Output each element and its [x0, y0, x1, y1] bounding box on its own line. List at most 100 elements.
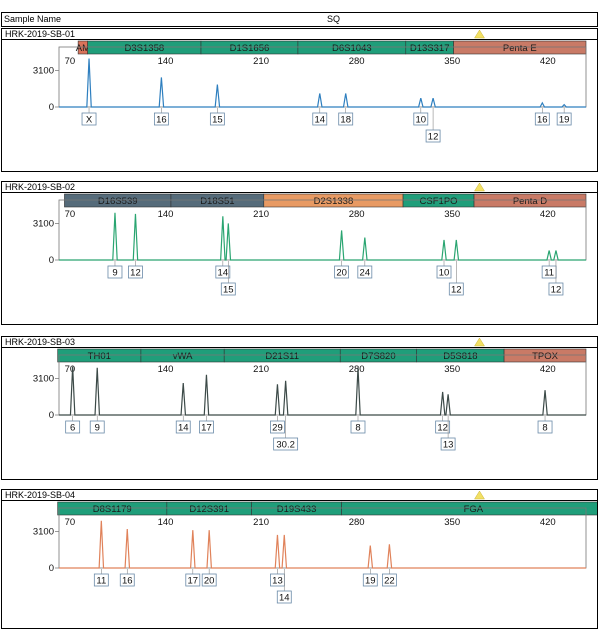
allele-box	[556, 112, 572, 126]
allele-label: 11	[96, 576, 106, 587]
allele-label: 15	[223, 285, 234, 296]
plot-frame	[58, 199, 587, 261]
y-tick-label: 0	[49, 102, 54, 113]
allele-label: 30.2	[276, 440, 295, 451]
allele-box	[357, 265, 373, 279]
sample-name-label: Sample Name	[4, 14, 62, 24]
allele-label: 14	[314, 115, 325, 126]
allele-label: 8	[355, 423, 360, 434]
locus-label: D7S820	[361, 351, 395, 362]
allele-label: 24	[360, 268, 371, 279]
ladder-triangle-icon	[474, 490, 485, 500]
allele-label: 14	[279, 593, 290, 604]
allele-box	[425, 129, 441, 143]
x-tick-label: 280	[349, 56, 365, 67]
x-tick-label: 70	[65, 364, 76, 375]
x-tick-label: 210	[253, 209, 269, 220]
allele-box	[436, 265, 452, 279]
x-tick-label: 420	[540, 209, 556, 220]
allele-box	[312, 112, 328, 126]
allele-label: 14	[218, 268, 229, 279]
y-tick-label: 3100	[33, 526, 54, 537]
locus-label: D6S1043	[332, 43, 372, 54]
allele-label: 14	[178, 423, 189, 434]
allele-label: 12	[428, 132, 439, 143]
allele-box	[534, 112, 550, 126]
allele-label: 17	[188, 576, 199, 587]
allele-label: 9	[95, 423, 100, 434]
locus-label: Penta E	[503, 43, 537, 54]
allele-box	[175, 420, 191, 434]
sample-title: HRK-2019-SB-02	[2, 182, 597, 193]
ladder-triangle-icon	[474, 337, 485, 347]
x-tick-label: 420	[540, 364, 556, 375]
locus-label: D1S1656	[230, 43, 270, 54]
sample-title: HRK-2019-SB-04	[2, 490, 597, 501]
locus-label: D3S1358	[125, 43, 165, 54]
locus-label: TPOX	[532, 351, 559, 362]
x-tick-label: 140	[158, 517, 174, 528]
locus-label: D12S391	[189, 504, 229, 515]
trace-line	[59, 366, 586, 416]
x-tick-label: 420	[540, 517, 556, 528]
locus-label: Penta D	[513, 196, 547, 207]
allele-box	[334, 265, 350, 279]
allele-box	[435, 420, 451, 434]
x-tick-label: 70	[65, 517, 76, 528]
locus-label: vWA	[173, 351, 193, 362]
x-tick-label: 350	[444, 209, 460, 220]
locus-label: D16S539	[98, 196, 138, 207]
plot-frame	[58, 46, 587, 108]
allele-box	[270, 420, 285, 434]
sample-header: Sample Name SQ	[1, 12, 598, 27]
allele-label: 10	[416, 115, 427, 126]
allele-label: 8	[542, 423, 547, 434]
allele-label: 12	[437, 423, 448, 434]
x-tick-label: 210	[253, 517, 269, 528]
x-tick-label: 350	[444, 517, 460, 528]
allele-label: 13	[443, 440, 454, 451]
sample-title: HRK-2019-SB-03	[2, 337, 597, 348]
allele-label: 10	[439, 268, 450, 279]
x-tick-label: 140	[158, 209, 174, 220]
allele-box	[89, 420, 105, 434]
allele-label: 6	[70, 423, 75, 434]
x-tick-label: 350	[444, 56, 460, 67]
y-tick-label: 0	[49, 410, 54, 421]
locus-label: D8S1179	[93, 504, 132, 515]
allele-box	[81, 112, 97, 126]
sample-panel-4: HRK-2019-SB-04 D8S1179 D12S391 D19S433 FGA 7…	[1, 489, 598, 629]
sample-title: HRK-2019-SB-01	[2, 29, 597, 40]
allele-box	[273, 437, 299, 451]
allele-box	[128, 265, 143, 279]
locus-label: D2S1338	[314, 196, 354, 207]
y-tick-label: 3100	[33, 373, 54, 384]
sample-panel-1: HRK-2019-SB-01 AM D3S1358 D1S1656 D6S1043 D1…	[1, 28, 598, 172]
allele-box	[276, 590, 292, 604]
allele-label: 19	[559, 115, 570, 126]
locus-label: AM	[76, 43, 90, 54]
allele-box	[201, 573, 217, 587]
locus-label: D5S818	[443, 351, 477, 362]
x-tick-label: 280	[349, 517, 365, 528]
x-tick-label: 140	[158, 364, 174, 375]
allele-box	[413, 112, 429, 126]
x-tick-label: 420	[540, 56, 556, 67]
locus-label: D19S433	[277, 504, 317, 515]
y-tick-label: 3100	[33, 218, 54, 229]
locus-label: CSF1PO	[420, 196, 458, 207]
allele-box	[440, 437, 456, 451]
allele-label: 11	[544, 268, 554, 279]
plot-frame	[58, 354, 587, 416]
allele-label: 12	[130, 268, 141, 279]
plot-frame	[58, 507, 587, 569]
allele-box	[537, 420, 553, 434]
x-tick-label: 70	[65, 56, 76, 67]
allele-label: 13	[272, 576, 283, 587]
allele-label: 20	[204, 576, 215, 587]
allele-box	[185, 573, 201, 587]
allele-label: 20	[336, 268, 347, 279]
allele-label: 16	[122, 576, 133, 587]
locus-marker	[341, 501, 597, 516]
